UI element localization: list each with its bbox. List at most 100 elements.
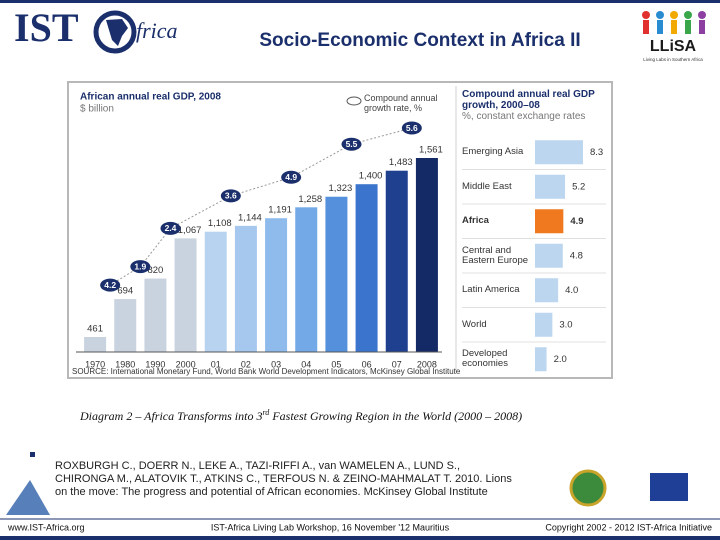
footer-url: www.IST-Africa.org	[7, 522, 85, 532]
caption-sup: rd	[262, 408, 270, 417]
value-label: 461	[87, 324, 103, 335]
category-box: Africa	[462, 216, 489, 226]
value-label: 4.9	[570, 216, 583, 227]
growth-badge	[160, 221, 181, 235]
growth-label: 4.2	[104, 280, 116, 290]
category-label: Middle East	[462, 180, 512, 192]
x-tick-label: 2008	[417, 359, 437, 369]
x-tick-label: 05	[331, 359, 341, 369]
bar	[535, 174, 566, 199]
category-box: Developed economies	[462, 348, 508, 370]
chart2-title-box: Compound annual real GDP growth, 2000–08…	[462, 89, 595, 122]
growth-badge	[341, 137, 362, 151]
growth-label: 2.4	[165, 223, 177, 233]
top-rule	[0, 0, 720, 3]
value-label: 1,144	[238, 212, 262, 223]
growth-label: 1.9	[134, 261, 146, 271]
logo-frica: frica	[136, 18, 178, 43]
growth-badge	[100, 278, 121, 292]
growth-badge	[130, 260, 151, 274]
value-label: 4.0	[565, 285, 578, 296]
value-label: 1,561	[419, 145, 443, 156]
growth-label: 5.5	[346, 139, 358, 149]
value-label: 1,483	[389, 157, 413, 168]
value-label: 1,400	[359, 171, 383, 182]
bar	[144, 278, 167, 352]
category-label: Developed economies	[462, 348, 508, 370]
value-label: 1,191	[268, 205, 292, 216]
llisa-figures	[642, 11, 706, 34]
value-label: 694	[117, 286, 133, 297]
category-box: World	[462, 318, 487, 330]
value-label: 3.0	[559, 319, 572, 330]
bar	[415, 158, 438, 352]
bar	[84, 336, 107, 352]
bar	[535, 243, 563, 268]
x-tick-label: 1970	[85, 359, 105, 369]
slide-title: Socio-Economic Context in Africa II	[259, 30, 580, 51]
category-box: Middle East	[462, 180, 512, 192]
logo-llisa: LLiSA	[650, 38, 697, 55]
x-tick-label: 2000	[176, 359, 196, 369]
au-logo	[569, 469, 607, 507]
fp7-logo	[6, 480, 50, 515]
value-label: 2.0	[554, 354, 567, 365]
category-label: Emerging Asia	[462, 146, 524, 158]
growth-badge	[220, 189, 241, 203]
value-label: 1,067	[178, 225, 202, 236]
bar	[174, 238, 197, 352]
category-label: World	[462, 318, 487, 330]
value-label: 1,108	[208, 218, 232, 229]
x-tick-label: 01	[211, 359, 221, 369]
value-label: 820	[147, 265, 163, 276]
logo-africa-shape	[106, 19, 128, 46]
x-tick-label: 04	[301, 359, 311, 369]
chart2-title: Compound annual real GDP growth, 2000–08	[462, 89, 595, 111]
x-tick-label: 1980	[115, 359, 135, 369]
reference-line: ROXBURGH C., DOERR N., LEKE A., TAZI-RIF…	[55, 460, 460, 472]
bar	[535, 209, 564, 234]
bar	[355, 184, 378, 352]
chart1-legend-note: Compound annual growth rate, %	[364, 93, 438, 113]
caption-part: Fastest Growing Region in the World (200…	[269, 409, 522, 423]
category-box: Central and Eastern Europe	[462, 244, 529, 266]
logo-ist: IST	[14, 5, 79, 50]
caption: Diagram 2 – Africa Transforms into 3rd F…	[79, 408, 522, 423]
growth-label: 5.6	[406, 123, 418, 133]
x-tick-label: 1990	[145, 359, 165, 369]
caption-part: Diagram 2 – Africa Transforms into 3	[79, 409, 262, 423]
category-box: Latin America	[462, 284, 520, 296]
value-label: 8.3	[590, 147, 603, 158]
x-tick-label: 06	[362, 359, 372, 369]
bar	[535, 278, 559, 303]
bar	[295, 207, 318, 352]
logo-globe	[93, 10, 137, 54]
reference-line: CHIRONGA M., ALATOVIK T., ATKINS C., TER…	[55, 473, 512, 485]
category-label: Latin America	[462, 284, 520, 296]
bar	[204, 231, 227, 352]
value-label: 1,323	[329, 183, 353, 194]
bar	[265, 218, 288, 352]
growth-label: 4.9	[285, 172, 297, 182]
footer-copyright: Copyright 2002 - 2012 IST-Africa Initiat…	[545, 522, 712, 532]
bullet	[30, 452, 35, 457]
legend-note-box: Compound annual growth rate, %	[364, 93, 438, 113]
x-tick-label: 03	[271, 359, 281, 369]
logo-llisa-sub: Living Labs in Southern Africa	[643, 57, 703, 62]
bar	[385, 170, 408, 352]
category-label: Central and Eastern Europe	[462, 244, 529, 266]
chart1-subtitle: $ billion	[80, 104, 114, 115]
bar	[535, 312, 553, 337]
growth-label: 3.6	[225, 191, 237, 201]
bottom-rule	[0, 536, 720, 540]
chart2-subtitle: %, constant exchange rates	[462, 111, 586, 122]
category-box: Emerging Asia	[462, 146, 524, 158]
source: SOURCE: International Monetary Fund, Wor…	[72, 367, 461, 376]
value-label: 4.8	[570, 250, 583, 261]
bar	[234, 225, 257, 352]
bar	[114, 299, 137, 352]
growth-badge	[401, 121, 422, 135]
chart1-title: African annual real GDP, 2008	[80, 92, 221, 103]
footer-event: IST-Africa Living Lab Workshop, 16 Novem…	[211, 522, 450, 532]
